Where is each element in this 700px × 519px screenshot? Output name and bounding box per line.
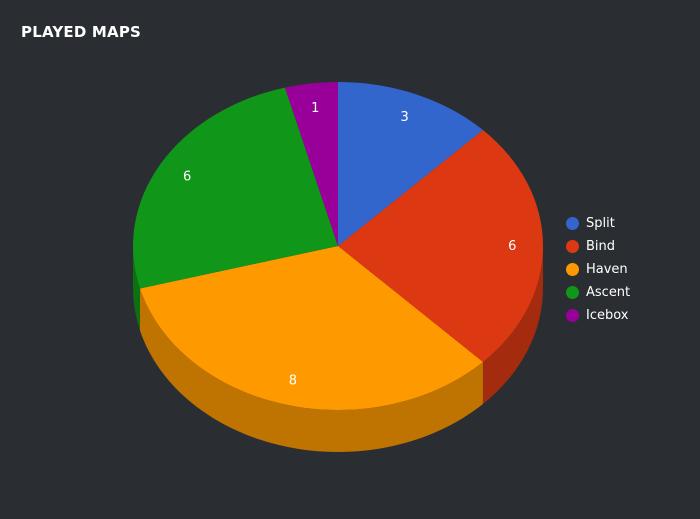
legend-item-icebox[interactable]: Icebox	[566, 304, 630, 327]
legend-label: Ascent	[586, 285, 631, 300]
chart-legend: Split Bind Haven Ascent Icebox	[566, 212, 630, 327]
legend-item-ascent[interactable]: Ascent	[566, 281, 630, 304]
legend-label: Icebox	[586, 308, 629, 323]
legend-label: Split	[586, 216, 615, 231]
legend-item-bind[interactable]: Bind	[566, 235, 630, 258]
pie-slice-ascent[interactable]	[133, 87, 338, 289]
pie-slice-bind[interactable]	[338, 130, 543, 362]
slice-value-haven: 8	[289, 374, 297, 389]
slice-value-split: 3	[401, 110, 409, 125]
slice-value-bind: 6	[508, 239, 516, 254]
chart-title: PLAYED MAPS	[21, 23, 142, 41]
slice-value-ascent: 6	[183, 169, 191, 184]
legend-swatch	[566, 217, 579, 230]
legend-item-haven[interactable]: Haven	[566, 258, 630, 281]
pie-side-haven	[139, 288, 483, 452]
legend-swatch	[566, 263, 579, 276]
pie-side-bind	[482, 246, 543, 404]
legend-item-split[interactable]: Split	[566, 212, 630, 235]
pie-slice-icebox[interactable]	[284, 82, 338, 246]
slice-value-icebox: 1	[311, 101, 319, 116]
pie-slice-split[interactable]	[338, 82, 483, 246]
legend-swatch	[566, 286, 579, 299]
legend-swatch	[566, 240, 579, 253]
legend-swatch	[566, 309, 579, 322]
pie-slice-haven[interactable]	[139, 246, 483, 410]
pie-side-ascent	[133, 246, 140, 331]
legend-label: Haven	[586, 262, 628, 277]
legend-label: Bind	[586, 239, 616, 254]
